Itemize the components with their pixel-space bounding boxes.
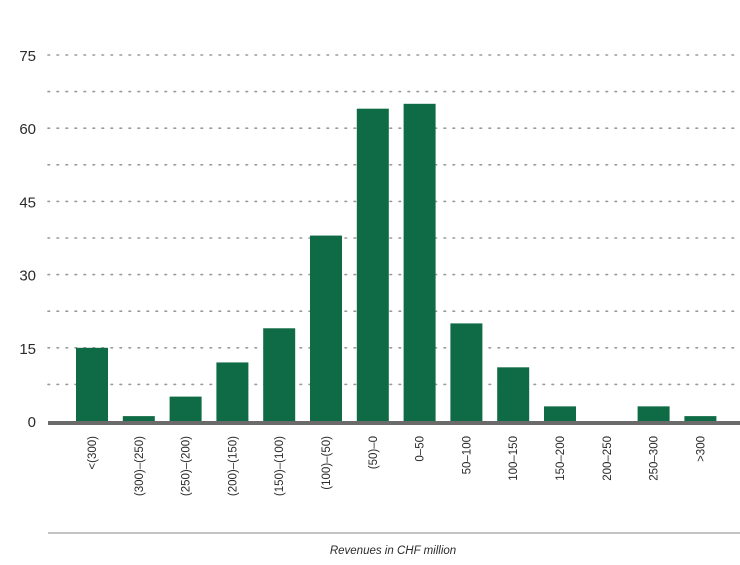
y-tick-label: 60 — [19, 121, 36, 138]
bar — [76, 347, 108, 421]
bar — [356, 108, 389, 422]
y-tick-label: 30 — [19, 268, 36, 285]
bar — [637, 406, 670, 421]
x-tick-label: 50–100 — [461, 436, 473, 474]
x-tick-label: >300 — [695, 436, 707, 462]
bars — [76, 103, 717, 422]
x-tick-label: (50)–0 — [368, 436, 380, 469]
bar — [450, 323, 483, 421]
x-tick-label: (250)–(200) — [181, 436, 193, 496]
x-tick-label: 0–50 — [415, 436, 427, 462]
x-axis-category-labels: <(300) (300)–(250) (250)–(200) (200)–(150) (… — [87, 436, 707, 496]
y-tick-label: 15 — [19, 341, 36, 358]
grid-lines — [47, 54, 740, 386]
bar — [310, 235, 342, 421]
bar — [169, 396, 202, 421]
bar — [216, 362, 249, 421]
y-tick-label: 0 — [28, 414, 36, 431]
x-tick-label: 100–150 — [508, 436, 520, 481]
bar — [497, 367, 530, 421]
bar — [263, 328, 296, 421]
x-tick-label: <(300) — [87, 436, 99, 470]
x-axis-title: Revenues in CHF million — [330, 545, 456, 557]
bar — [403, 103, 436, 422]
y-tick-label: 75 — [19, 48, 36, 65]
x-tick-label: (150)–(100) — [274, 436, 286, 496]
y-tick-label: 45 — [19, 194, 36, 211]
x-tick-label: 200–250 — [602, 436, 614, 481]
x-tick-label: (100)–(50) — [321, 436, 333, 490]
bar — [684, 416, 717, 421]
y-axis-ticks: 0 15 30 45 60 75 — [19, 48, 36, 431]
bar — [544, 406, 576, 421]
x-tick-label: (300)–(250) — [134, 436, 146, 496]
x-tick-label: (200)–(150) — [227, 436, 239, 496]
x-tick-label: 150–200 — [555, 436, 567, 481]
x-tick-label: 250–300 — [649, 436, 661, 481]
bar — [122, 416, 155, 421]
